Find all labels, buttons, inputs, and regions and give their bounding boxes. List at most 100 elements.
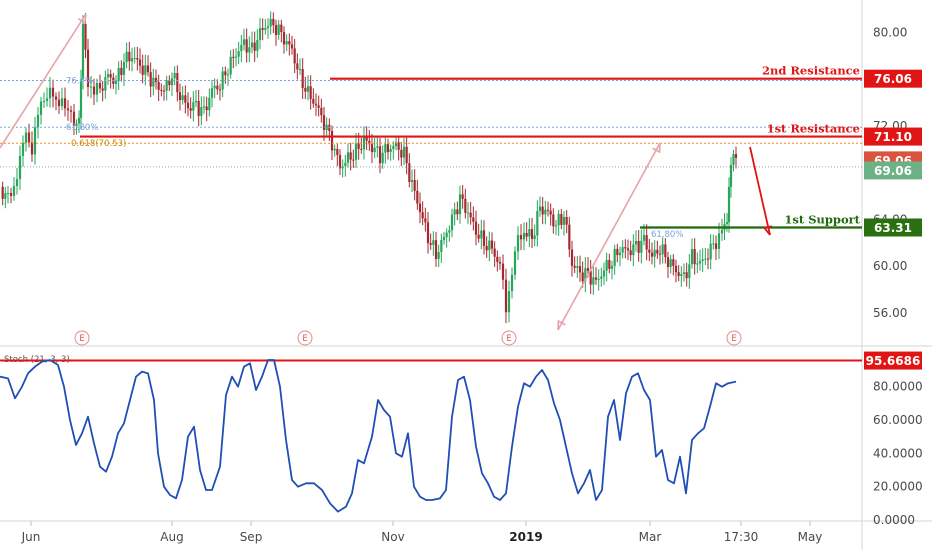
candle-body <box>632 244 635 256</box>
candle-body <box>528 229 531 237</box>
candle-body <box>507 291 511 313</box>
candle-body <box>368 140 371 145</box>
candle-body <box>336 148 339 156</box>
candle-body <box>397 142 400 150</box>
candle-body <box>589 270 592 285</box>
candle-body <box>120 67 123 75</box>
time-tick-label: May <box>798 530 823 544</box>
candle-body <box>469 212 472 218</box>
candle-body <box>482 230 486 246</box>
candle-body <box>386 144 390 153</box>
candle-body <box>656 249 659 254</box>
candle-body <box>301 69 304 88</box>
axes: 80.0072.0068.0064.0060.0056.0080.000060.… <box>21 26 923 544</box>
candle-body <box>594 277 598 280</box>
candle-body <box>552 214 555 227</box>
trend-arrow-up <box>0 13 87 149</box>
candle-body <box>621 247 624 253</box>
candle-body <box>464 198 467 213</box>
stoch-tick-label: 60.0000 <box>873 413 923 427</box>
level-price-tag-text: 63.31 <box>874 221 912 235</box>
candle-body <box>592 277 595 285</box>
candle-body <box>549 210 552 215</box>
candle-body <box>256 39 259 51</box>
candle-body <box>30 142 34 155</box>
candle-body <box>4 193 7 199</box>
candle-body <box>6 192 10 194</box>
candle-body <box>202 106 206 108</box>
candle-body <box>618 252 622 256</box>
candle-body <box>658 253 662 255</box>
level-label: 1st Support <box>784 212 860 226</box>
candle-body <box>290 44 294 49</box>
candle-body <box>54 96 58 100</box>
candle-body <box>242 39 246 45</box>
candle-body <box>546 209 550 211</box>
candle-body <box>560 213 563 225</box>
candle-body <box>704 258 707 260</box>
candle-body <box>160 89 163 91</box>
candle-body <box>653 249 656 257</box>
candle-body <box>39 101 43 115</box>
candle-body <box>170 78 174 86</box>
candle-body <box>510 274 514 292</box>
candle-body <box>608 260 611 269</box>
candle-body <box>245 39 248 53</box>
candle-body <box>434 240 438 259</box>
candle-body <box>365 137 368 141</box>
candle-body <box>732 154 735 165</box>
candle-body <box>104 77 107 91</box>
candle-body <box>117 67 120 81</box>
candle-body <box>296 63 299 70</box>
candle-body <box>488 240 491 251</box>
candle-body <box>442 237 446 240</box>
candle-body <box>51 87 55 97</box>
candle-body <box>312 98 315 104</box>
candle-body <box>306 86 310 92</box>
candle-body <box>504 279 508 313</box>
candle-body <box>544 209 547 215</box>
stoch-tick-label: 80.0000 <box>873 380 923 394</box>
candle-body <box>280 24 283 33</box>
event-marker-label: E <box>79 334 84 344</box>
event-marker-label: E <box>506 334 511 344</box>
price-tick-label: 80.00 <box>873 26 907 40</box>
candle-body <box>493 248 496 257</box>
candle-body <box>173 72 176 79</box>
candle-body <box>516 235 520 252</box>
level-price-tag <box>864 127 922 146</box>
candle-body <box>685 272 688 279</box>
candle-body <box>690 249 694 265</box>
candle-body <box>453 209 456 215</box>
candle-body <box>674 265 678 273</box>
event-marker <box>501 330 517 346</box>
candle-body <box>696 263 699 265</box>
candle-body <box>584 268 587 282</box>
candle-body <box>285 41 288 45</box>
candle-body <box>114 80 118 84</box>
candle-body <box>613 248 616 266</box>
candle-body <box>360 148 363 150</box>
candle-body <box>226 74 230 76</box>
candle-body <box>496 256 499 262</box>
candle-body <box>75 123 78 126</box>
level-label: 1st Resistance <box>767 122 860 136</box>
candle-body <box>581 272 584 282</box>
candle-body <box>98 83 102 89</box>
candle-body <box>629 250 632 256</box>
fib-lines: 76.4% 61.80% 0.618(70.53) 61.80% <box>0 77 862 240</box>
fib-label: 61.80% <box>66 123 98 133</box>
candle-body <box>72 111 76 126</box>
candle-body <box>66 108 70 111</box>
price-tick-label: 60.00 <box>873 259 907 273</box>
trend-arrow-up-head <box>77 13 87 25</box>
stoch-line <box>0 359 737 513</box>
time-tick-label: 2019 <box>509 530 542 544</box>
candle-body <box>218 89 222 91</box>
stoch-tick-label: 40.0000 <box>873 446 923 460</box>
candle-body <box>734 154 738 158</box>
candle-body <box>693 249 696 265</box>
